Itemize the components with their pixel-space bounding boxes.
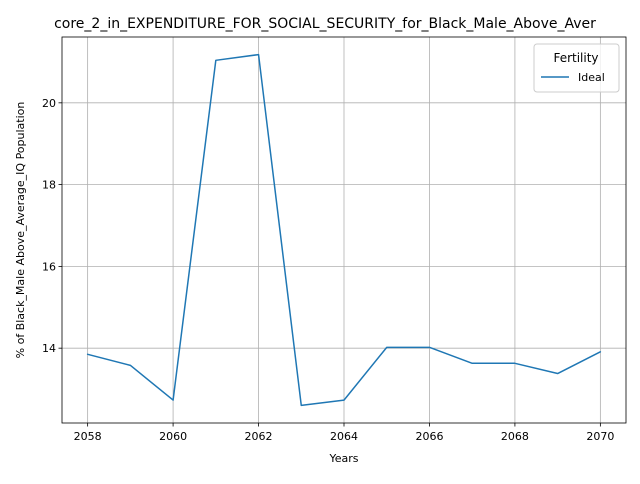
x-tick-label: 2060 — [159, 430, 187, 443]
x-tick-label: 2068 — [501, 430, 529, 443]
x-tick-label: 2064 — [330, 430, 358, 443]
y-tick-label: 14 — [42, 342, 56, 355]
y-tick-label: 16 — [42, 260, 56, 273]
x-tick-label: 2058 — [74, 430, 102, 443]
y-tick-label: 20 — [42, 97, 56, 110]
x-axis-label: Years — [328, 452, 358, 465]
legend: Fertility Ideal — [534, 44, 619, 92]
y-axis-label: % of Black_Male Above_Average_IQ Populat… — [14, 102, 27, 359]
y-tick-label: 18 — [42, 179, 56, 192]
chart-title: core_2_in_EXPENDITURE_FOR_SOCIAL_SECURIT… — [54, 16, 596, 32]
legend-title: Fertility — [553, 51, 598, 65]
x-tick-label: 2066 — [415, 430, 443, 443]
x-tick-label: 2062 — [245, 430, 273, 443]
x-tick-label: 2070 — [586, 430, 614, 443]
legend-label-ideal: Ideal — [578, 71, 605, 84]
